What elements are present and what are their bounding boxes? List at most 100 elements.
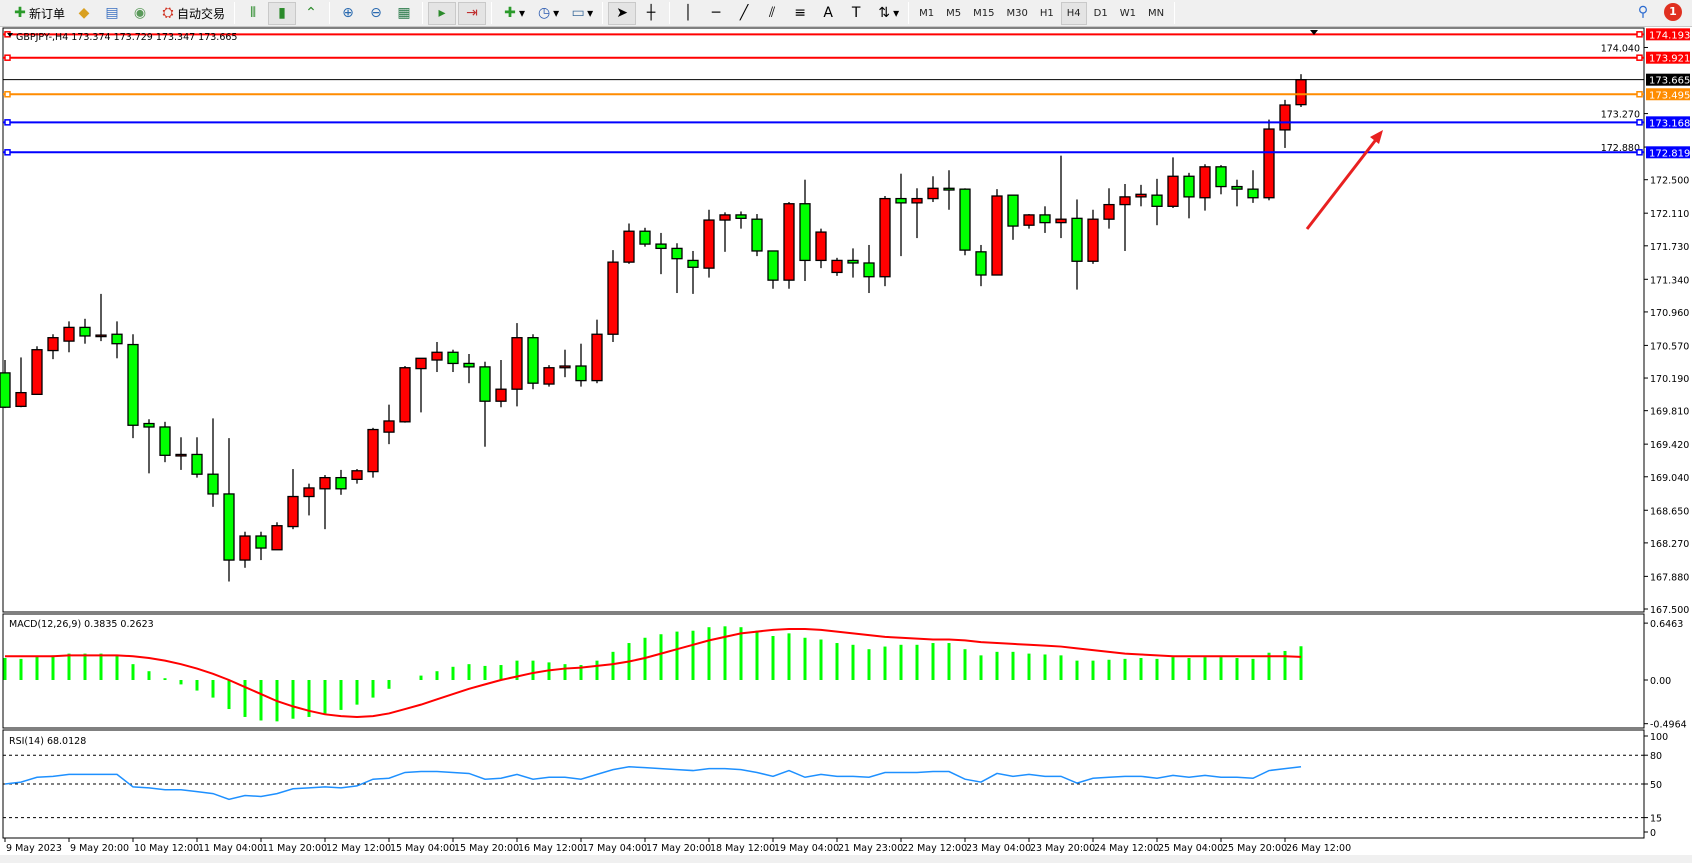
navigator-button[interactable]: ▤	[99, 2, 125, 25]
timeframe-m15[interactable]: M15	[973, 7, 995, 19]
candle	[991, 195, 1003, 276]
time-label: 25 May 20:00	[1222, 843, 1287, 854]
toolbar: ✚ 新订单 ◆ ▤ ◉ ⛭ 自动交易 ⫴ ▮ ⌃ ⊕ ⊖ ▦ ▸ ⇥ ✚ ▾ ◷ ▾ ▭…	[0, 0, 1692, 27]
candle	[63, 326, 75, 342]
price-tick-label: 173.270	[1601, 110, 1640, 121]
line-chart-button[interactable]: ⌃	[298, 2, 324, 25]
candle	[1039, 214, 1051, 224]
candlestick-icon: ▮	[278, 5, 286, 21]
search-icon[interactable]: ⚲	[1637, 4, 1649, 20]
zoom-out-button[interactable]: ⊖	[363, 2, 389, 25]
candle	[815, 231, 827, 262]
candle	[31, 349, 43, 395]
price-tick-label: 171.730	[1650, 242, 1689, 253]
timeframe-w1[interactable]: W1	[1119, 7, 1136, 19]
price-level-label: 172.819	[1649, 148, 1690, 159]
indicators-button[interactable]: ✚ ▾	[497, 2, 529, 25]
chart-window[interactable]: 174.040 173.270 172.880 172.500 172.110 171.7…	[0, 27, 1692, 855]
fibonacci-icon: ≡	[794, 5, 806, 21]
bar-chart-button[interactable]: ⫴	[240, 2, 266, 25]
price-tick-label: 169.420	[1650, 440, 1689, 451]
time-label: 26 May 12:00	[1286, 843, 1351, 854]
new-order-button[interactable]: ✚ 新订单	[7, 2, 69, 25]
market-watch-button[interactable]: ◆	[71, 2, 97, 25]
candle	[1151, 194, 1163, 207]
timeframe-m30[interactable]: M30	[1006, 7, 1028, 19]
candle	[1135, 193, 1147, 198]
candle	[1055, 218, 1067, 224]
arrows-button[interactable]: ⇅ ▾	[871, 2, 903, 25]
candle	[719, 214, 731, 221]
chart-shift-button[interactable]: ⇥	[458, 1, 487, 25]
candle	[847, 259, 859, 264]
time-label: 24 May 12:00	[1094, 843, 1159, 854]
price-level-label: 173.168	[1649, 118, 1690, 129]
signals-icon: ◉	[133, 5, 147, 21]
rsi-line	[4, 765, 1302, 801]
candle	[255, 535, 267, 549]
candle	[783, 203, 795, 281]
candle	[159, 426, 171, 456]
candle	[95, 334, 107, 338]
time-label: 15 May 20:00	[454, 843, 519, 854]
candle	[559, 365, 571, 369]
equidistant-channel-button[interactable]: ⫽	[759, 2, 785, 25]
level-handle	[1636, 119, 1643, 126]
candle	[911, 197, 923, 204]
candle	[383, 420, 395, 433]
tile-windows-button[interactable]: ▦	[391, 2, 417, 25]
timeframe-d1[interactable]: D1	[1093, 7, 1108, 19]
rsi-tick-label: 0	[1650, 828, 1656, 839]
timeframe-h4[interactable]: H4	[1060, 1, 1087, 25]
rsi-tick-label: 100	[1650, 732, 1668, 743]
toolbar-separator	[329, 2, 331, 24]
trendline-button[interactable]: ╱	[731, 2, 757, 25]
timeframe-m1[interactable]: M1	[919, 7, 935, 19]
price-tick-label: 169.810	[1650, 407, 1689, 418]
price-label-bg	[1646, 28, 1690, 41]
candle	[703, 219, 715, 269]
text-button[interactable]: A	[815, 2, 841, 25]
toolbar-separator	[1174, 2, 1176, 24]
candle	[127, 343, 139, 426]
text-label-button[interactable]: T	[843, 2, 869, 25]
candle	[687, 259, 699, 268]
candle	[191, 453, 203, 475]
candle	[207, 473, 219, 495]
horizontal-line-button[interactable]: ─	[703, 2, 729, 25]
zoom-in-button[interactable]: ⊕	[335, 2, 361, 25]
candle	[735, 214, 747, 219]
vertical-line-button[interactable]: │	[675, 2, 701, 25]
cursor-button[interactable]: ➤	[608, 1, 637, 25]
timeframe-h1[interactable]: H1	[1039, 7, 1054, 19]
level-handle	[1636, 91, 1643, 98]
timeframe-mn[interactable]: MN	[1147, 7, 1165, 19]
candle	[335, 476, 347, 490]
candle	[239, 535, 251, 561]
crosshair-button[interactable]: ┼	[638, 2, 664, 25]
rsi-tick-label: 15	[1650, 814, 1662, 825]
macd-label: MACD(12,26,9) 0.3835 0.2623	[9, 619, 154, 630]
time-label: 12 May 12:00	[326, 843, 391, 854]
templates-button[interactable]: ▭ ▾	[565, 2, 597, 25]
level-handle	[4, 149, 11, 156]
signals-button[interactable]: ◉	[127, 2, 153, 25]
level-handle	[4, 54, 11, 61]
auto-trading-button[interactable]: ⛭ 自动交易	[155, 2, 229, 25]
toolbar-separator	[669, 2, 671, 24]
candle	[927, 187, 939, 200]
autoscroll-button[interactable]: ▸	[428, 1, 457, 25]
notification-badge[interactable]: 1	[1664, 3, 1682, 21]
tile-windows-icon: ▦	[397, 5, 411, 21]
equidistant-channel-icon: ⫽	[769, 5, 776, 21]
candle	[1087, 218, 1099, 262]
horizontal-line-icon: ─	[711, 5, 721, 21]
candlestick-button[interactable]: ▮	[268, 1, 297, 25]
chart-shift-marker	[1310, 30, 1318, 35]
candle	[447, 351, 459, 365]
fibonacci-button[interactable]: ≡	[787, 2, 813, 25]
periods-button[interactable]: ◷ ▾	[531, 2, 563, 25]
candle	[799, 203, 811, 262]
timeframe-m5[interactable]: M5	[946, 7, 962, 19]
time-label: 19 May 04:00	[774, 843, 839, 854]
